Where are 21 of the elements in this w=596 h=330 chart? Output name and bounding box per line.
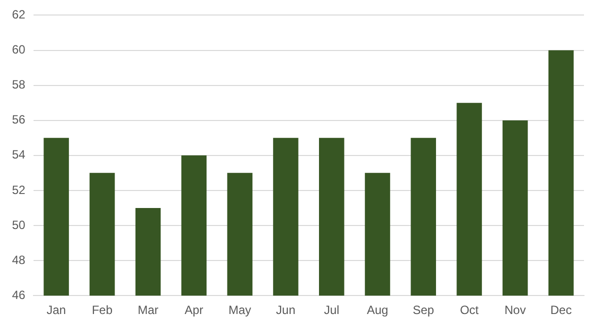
y-tick-label: 48 (12, 252, 26, 267)
x-tick-label: Apr (184, 303, 204, 318)
y-tick-label: 52 (12, 182, 26, 197)
x-tick-label: Nov (504, 303, 526, 318)
x-tick-label: Sep (412, 303, 434, 318)
x-tick-label: Mar (138, 303, 158, 318)
y-tick-label: 58 (12, 78, 26, 92)
y-tick-label: 62 (12, 8, 26, 22)
y-tick-label: 60 (12, 42, 26, 57)
x-tick-label: Jan (46, 303, 66, 318)
y-tick-label: 50 (12, 218, 26, 232)
x-tick-label: Oct (460, 303, 480, 318)
x-tick-label: May (228, 303, 252, 318)
x-tick-label: Dec (550, 303, 572, 318)
y-tick-label: 46 (12, 288, 26, 302)
x-tick-label: Jun (276, 303, 296, 318)
y-tick-label: 54 (12, 148, 26, 162)
y-tick-label: 56 (12, 112, 26, 127)
x-tick-label: Aug (366, 303, 388, 318)
x-tick-label: Feb (92, 303, 113, 318)
x-tick-label: Jul (324, 303, 340, 318)
